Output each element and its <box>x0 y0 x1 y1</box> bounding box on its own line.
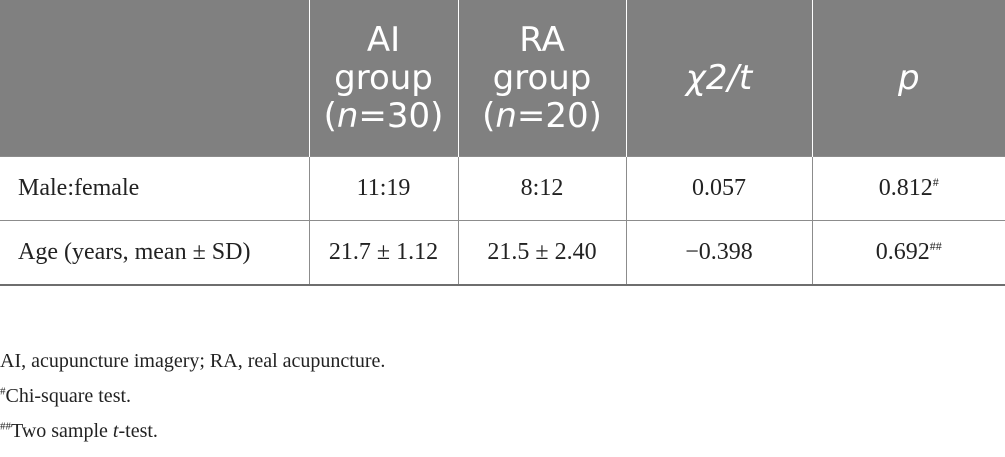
p-footnote-mark: # <box>932 175 939 189</box>
header-ra-line1: RA <box>519 20 565 60</box>
header-ai-line3: (n=30) <box>310 97 458 135</box>
header-ai-group: AI group (n=30) <box>308 0 458 157</box>
row-label: Male:female <box>0 156 309 221</box>
header-blank <box>0 0 309 157</box>
stat-value: 0.057 <box>625 156 812 221</box>
footnote-text-t: t <box>112 420 119 442</box>
header-ra-group: RA group (n=20) <box>457 0 626 157</box>
header-ra-count: =20) <box>516 96 602 136</box>
header-p-value: p <box>811 0 1005 157</box>
header-row: AI group (n=30) RA group (n=20) χ2/t p <box>0 0 1005 157</box>
footnote-text: Chi-square test. <box>5 385 132 407</box>
table-row: Age (years, mean ± SD) 21.7 ± 1.12 21.5 … <box>0 220 1005 286</box>
header-ai-line2: group <box>334 58 433 98</box>
p-value: 0.692 <box>875 239 930 265</box>
footnote-abbreviations: AI, acupuncture imagery; RA, real acupun… <box>0 350 386 372</box>
demographics-table: AI group (n=30) RA group (n=20) χ2/t p M… <box>0 0 1005 286</box>
table-footnotes: AI, acupuncture imagery; RA, real acupun… <box>0 344 385 449</box>
header-ai-count: =30) <box>358 96 444 136</box>
footnote-mark: # <box>0 385 6 398</box>
p-value-cell: 0.692## <box>811 220 1005 286</box>
header-statistic: χ2/t <box>625 0 812 157</box>
header-ra-line3: (n=20) <box>459 97 626 135</box>
header-ra-open: ( <box>482 96 496 136</box>
footnote-text-post: -test. <box>118 420 158 442</box>
header-ai-line1: AI <box>366 20 401 60</box>
p-value: 0.812 <box>878 175 933 201</box>
header-ai-n: n <box>336 96 359 136</box>
ai-value: 11:19 <box>308 156 458 221</box>
ai-value: 21.7 ± 1.12 <box>308 220 458 286</box>
stat-value: −0.398 <box>625 220 812 286</box>
row-label: Age (years, mean ± SD) <box>0 220 309 286</box>
header-ra-n: n <box>495 96 517 136</box>
ra-value: 21.5 ± 2.40 <box>457 220 626 286</box>
header-ai-open: ( <box>323 96 337 136</box>
footnote-chi-square: #Chi-square test. <box>0 379 385 414</box>
p-value-cell: 0.812# <box>811 156 1005 221</box>
footnote-mark: ## <box>0 420 11 433</box>
ra-value: 8:12 <box>457 156 626 221</box>
table-row: Male:female 11:19 8:12 0.057 0.812# <box>0 156 1005 221</box>
p-footnote-mark: ## <box>929 239 942 253</box>
footnote-t-test: ##Two sample t-test. <box>0 414 385 449</box>
footnote-text-pre: Two sample <box>11 420 113 442</box>
header-ra-line2: group <box>492 58 592 98</box>
